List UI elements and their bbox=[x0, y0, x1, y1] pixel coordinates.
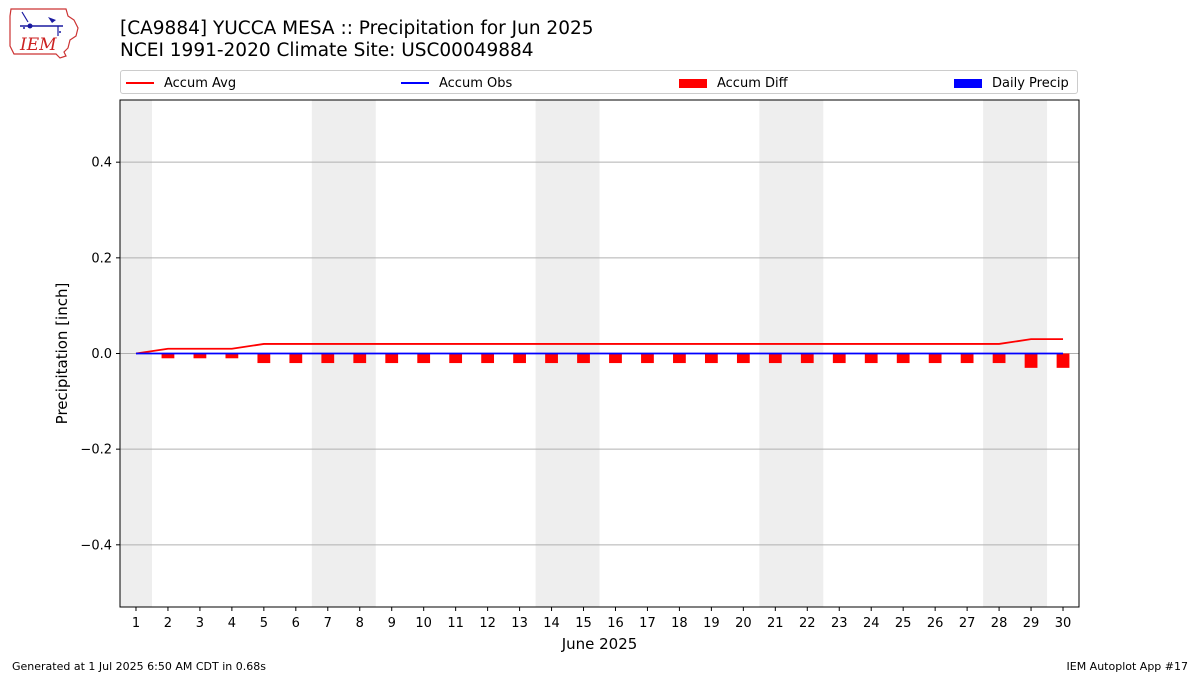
x-tick-label-2: 2 bbox=[164, 616, 172, 631]
legend-item-daily-precip: Daily Precip bbox=[954, 74, 1069, 92]
accum-diff-bar-27 bbox=[960, 353, 974, 364]
accum-diff-bar-7 bbox=[321, 353, 335, 364]
x-tick-label-11: 11 bbox=[447, 616, 464, 631]
accum-diff-bar-30 bbox=[1056, 353, 1070, 368]
accum-diff-bar-8 bbox=[353, 353, 367, 364]
accum-diff-bar-9 bbox=[385, 353, 399, 364]
legend-item-accum-obs: Accum Obs bbox=[401, 74, 512, 92]
x-tick-label-12: 12 bbox=[479, 616, 496, 631]
accum-diff-bar-5 bbox=[257, 353, 271, 364]
x-tick-label-19: 19 bbox=[703, 616, 720, 631]
x-tick-label-21: 21 bbox=[767, 616, 784, 631]
x-tick-label-17: 17 bbox=[639, 616, 656, 631]
x-tick-label-3: 3 bbox=[196, 616, 204, 631]
x-tick-label-1: 1 bbox=[132, 616, 140, 631]
x-tick-label-29: 29 bbox=[1023, 616, 1040, 631]
accum-diff-bar-2 bbox=[161, 353, 175, 359]
y-tick-label-2: 0.0 bbox=[91, 347, 112, 362]
accum-diff-bar-16 bbox=[609, 353, 622, 364]
accum-diff-bar-15 bbox=[577, 353, 590, 364]
x-axis-label: June 2025 bbox=[561, 635, 638, 653]
x-tick-label-25: 25 bbox=[895, 616, 912, 631]
accum-diff-bar-20 bbox=[736, 353, 750, 364]
y-tick-label-3: 0.2 bbox=[91, 251, 112, 266]
x-tick-label-30: 30 bbox=[1055, 616, 1072, 631]
legend-swatch-daily-precip bbox=[954, 78, 982, 88]
legend-label-daily-precip: Daily Precip bbox=[992, 75, 1069, 91]
accum-diff-bar-14 bbox=[545, 353, 558, 364]
chart-title: [CA9884] YUCCA MESA :: Precipitation for… bbox=[120, 18, 594, 39]
y-axis-label: Precipitation [inch] bbox=[53, 283, 71, 425]
y-tick-label-4: 0.4 bbox=[91, 156, 112, 171]
accum-diff-bar-10 bbox=[417, 353, 431, 364]
accum-diff-bar-6 bbox=[289, 353, 303, 364]
accum-diff-bar-22 bbox=[800, 353, 814, 364]
accum-diff-bar-23 bbox=[832, 353, 846, 364]
legend-swatch-accum-diff bbox=[679, 78, 707, 88]
y-tick-label-0: −0.4 bbox=[80, 538, 112, 553]
accum-diff-bar-12 bbox=[481, 353, 495, 364]
accum-diff-bar-17 bbox=[641, 353, 654, 364]
footer-app: IEM Autoplot App #17 bbox=[1066, 660, 1189, 673]
accum-diff-bar-3 bbox=[193, 353, 207, 359]
legend-item-accum-avg: Accum Avg bbox=[126, 74, 236, 92]
footer-generated: Generated at 1 Jul 2025 6:50 AM CDT in 0… bbox=[12, 660, 266, 673]
accum-diff-bar-19 bbox=[704, 353, 718, 364]
x-tick-label-10: 10 bbox=[415, 616, 432, 631]
accum-diff-bar-26 bbox=[928, 353, 942, 364]
accum-diff-bar-24 bbox=[864, 353, 878, 364]
x-tick-label-20: 20 bbox=[735, 616, 752, 631]
x-tick-label-16: 16 bbox=[607, 616, 624, 631]
x-axis-ticks: 1 2 3 4 5 6 7 8 9 10 11 12 13 14 15 16 17 18 19 20 21 22 23 24 2… bbox=[132, 607, 1071, 631]
legend-label-accum-diff: Accum Diff bbox=[717, 75, 788, 91]
x-tick-label-9: 9 bbox=[388, 616, 396, 631]
accum-diff-bar-28 bbox=[992, 353, 1006, 364]
x-tick-label-22: 22 bbox=[799, 616, 816, 631]
x-tick-label-26: 26 bbox=[927, 616, 944, 631]
accum-diff-bar-29 bbox=[1024, 353, 1038, 368]
x-tick-label-8: 8 bbox=[356, 616, 364, 631]
x-tick-label-15: 15 bbox=[575, 616, 592, 631]
accum-diff-bar-21 bbox=[768, 353, 782, 364]
legend-label-accum-obs: Accum Obs bbox=[439, 75, 513, 91]
chart-subtitle: NCEI 1991-2020 Climate Site: USC00049884 bbox=[120, 40, 534, 61]
x-tick-label-6: 6 bbox=[292, 616, 300, 631]
x-tick-label-24: 24 bbox=[863, 616, 880, 631]
x-tick-label-14: 14 bbox=[543, 616, 560, 631]
accum-diff-bar-11 bbox=[449, 353, 463, 364]
legend: Accum Avg Accum Obs Accum Diff Daily Pre… bbox=[120, 70, 1078, 94]
x-tick-label-4: 4 bbox=[228, 616, 236, 631]
accum-diff-bar-18 bbox=[673, 353, 686, 364]
legend-swatch-accum-obs bbox=[401, 82, 429, 84]
y-tick-label-1: −0.2 bbox=[80, 443, 112, 458]
iem-logo: IEM bbox=[9, 8, 79, 59]
legend-item-accum-diff: Accum Diff bbox=[679, 74, 788, 92]
legend-label-accum-avg: Accum Avg bbox=[164, 75, 237, 91]
y-axis-ticks: −0.4 −0.2 0.0 0.2 0.4 bbox=[80, 156, 120, 553]
accum-avg-line bbox=[135, 338, 1064, 355]
x-tick-label-13: 13 bbox=[511, 616, 528, 631]
x-tick-label-7: 7 bbox=[324, 616, 332, 631]
legend-swatch-accum-avg bbox=[126, 82, 154, 84]
x-tick-label-27: 27 bbox=[959, 616, 976, 631]
x-tick-label-28: 28 bbox=[991, 616, 1008, 631]
x-tick-label-23: 23 bbox=[831, 616, 848, 631]
series-lines bbox=[135, 338, 1064, 355]
x-tick-label-5: 5 bbox=[260, 616, 268, 631]
x-tick-label-18: 18 bbox=[671, 616, 688, 631]
accum-diff-bar-13 bbox=[513, 353, 526, 364]
logo-text: IEM bbox=[19, 35, 57, 55]
accum-diff-bar-4 bbox=[225, 353, 239, 359]
accum-diff-bar-25 bbox=[896, 353, 910, 364]
diff-bars bbox=[161, 353, 1070, 368]
